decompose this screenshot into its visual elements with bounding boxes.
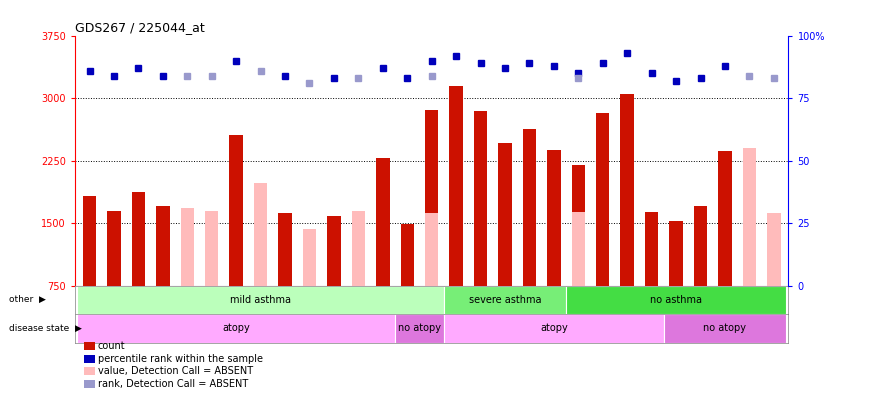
Bar [78,286,444,314]
Text: percentile rank within the sample: percentile rank within the sample [98,354,263,364]
Bar [181,208,194,286]
Bar [327,215,341,286]
Bar [645,212,658,286]
Bar [425,213,439,286]
Bar [444,286,566,314]
Bar [278,213,292,286]
Bar [566,286,786,314]
Bar [499,143,512,286]
Bar [522,129,537,286]
Text: no atopy: no atopy [398,323,441,333]
Text: value, Detection Call = ABSENT: value, Detection Call = ABSENT [98,366,253,377]
Bar [596,113,610,286]
Text: no asthma: no asthma [650,295,702,305]
Text: atopy: atopy [540,323,567,333]
Bar [376,158,389,286]
Bar [229,135,243,286]
Bar [694,206,707,286]
Text: atopy: atopy [222,323,250,333]
Bar [449,86,463,286]
Text: count: count [98,341,125,351]
Bar [395,314,444,343]
Bar [352,211,365,286]
Text: GDS267 / 225044_at: GDS267 / 225044_at [75,21,204,34]
Bar [78,314,395,343]
Text: no atopy: no atopy [703,323,746,333]
Bar [718,151,732,286]
Text: other  ▶: other ▶ [9,295,46,304]
Bar [303,229,316,286]
Text: rank, Detection Call = ABSENT: rank, Detection Call = ABSENT [98,379,248,389]
Text: disease state  ▶: disease state ▶ [9,324,82,333]
Bar [131,192,145,286]
Bar [444,314,664,343]
Bar [572,165,585,286]
Bar [620,94,634,286]
Bar [83,196,96,286]
Bar [107,211,121,286]
Text: severe asthma: severe asthma [469,295,541,305]
Bar [205,211,218,286]
Bar [664,314,786,343]
Bar [572,212,585,286]
Bar [670,221,683,286]
Bar [474,110,487,286]
Bar [743,148,756,286]
Bar [425,110,439,286]
Bar [156,206,169,286]
Bar [401,224,414,286]
Bar [547,150,560,286]
Text: mild asthma: mild asthma [230,295,291,305]
Bar [767,213,781,286]
Bar [254,183,267,286]
